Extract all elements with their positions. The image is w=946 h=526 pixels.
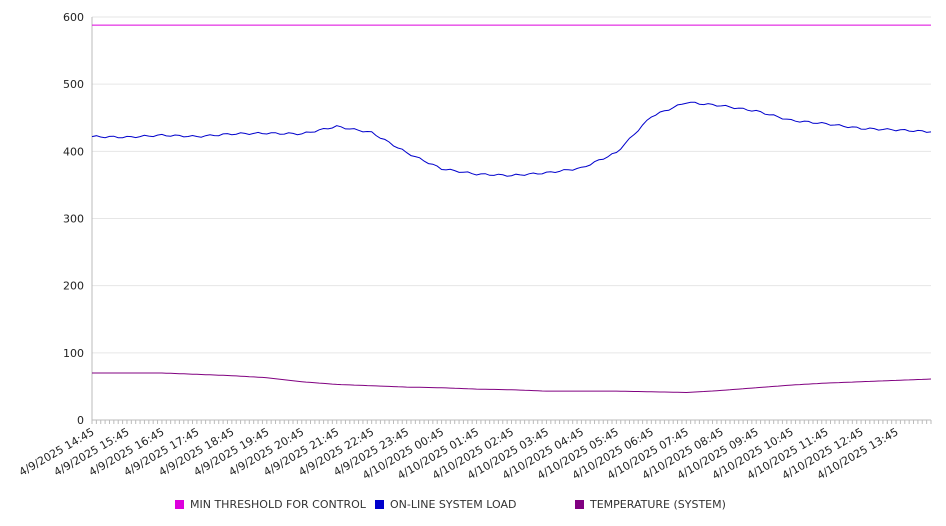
legend-label-temperature: TEMPERATURE (SYSTEM) [590, 498, 726, 511]
legend-item-system-load: ON-LINE SYSTEM LOAD [375, 498, 516, 511]
y-tick-label: 300 [63, 213, 84, 226]
y-tick-label: 200 [63, 280, 84, 293]
series-line-1 [91, 101, 932, 177]
legend-item-min-threshold: MIN THRESHOLD FOR CONTROL [175, 498, 366, 511]
y-tick-label: 600 [63, 11, 84, 24]
legend-swatch-system-load [375, 500, 384, 509]
legend-label-min-threshold: MIN THRESHOLD FOR CONTROL [190, 498, 366, 511]
series-line-2 [92, 372, 932, 394]
legend-item-temperature: TEMPERATURE (SYSTEM) [575, 498, 726, 511]
y-tick-label: 0 [77, 414, 84, 427]
legend-swatch-temperature [575, 500, 584, 509]
legend-label-system-load: ON-LINE SYSTEM LOAD [390, 498, 517, 511]
y-tick-label: 500 [63, 78, 84, 91]
y-tick-label: 400 [63, 145, 84, 158]
legend-swatch-min-threshold [175, 500, 184, 509]
y-tick-label: 100 [63, 347, 84, 360]
